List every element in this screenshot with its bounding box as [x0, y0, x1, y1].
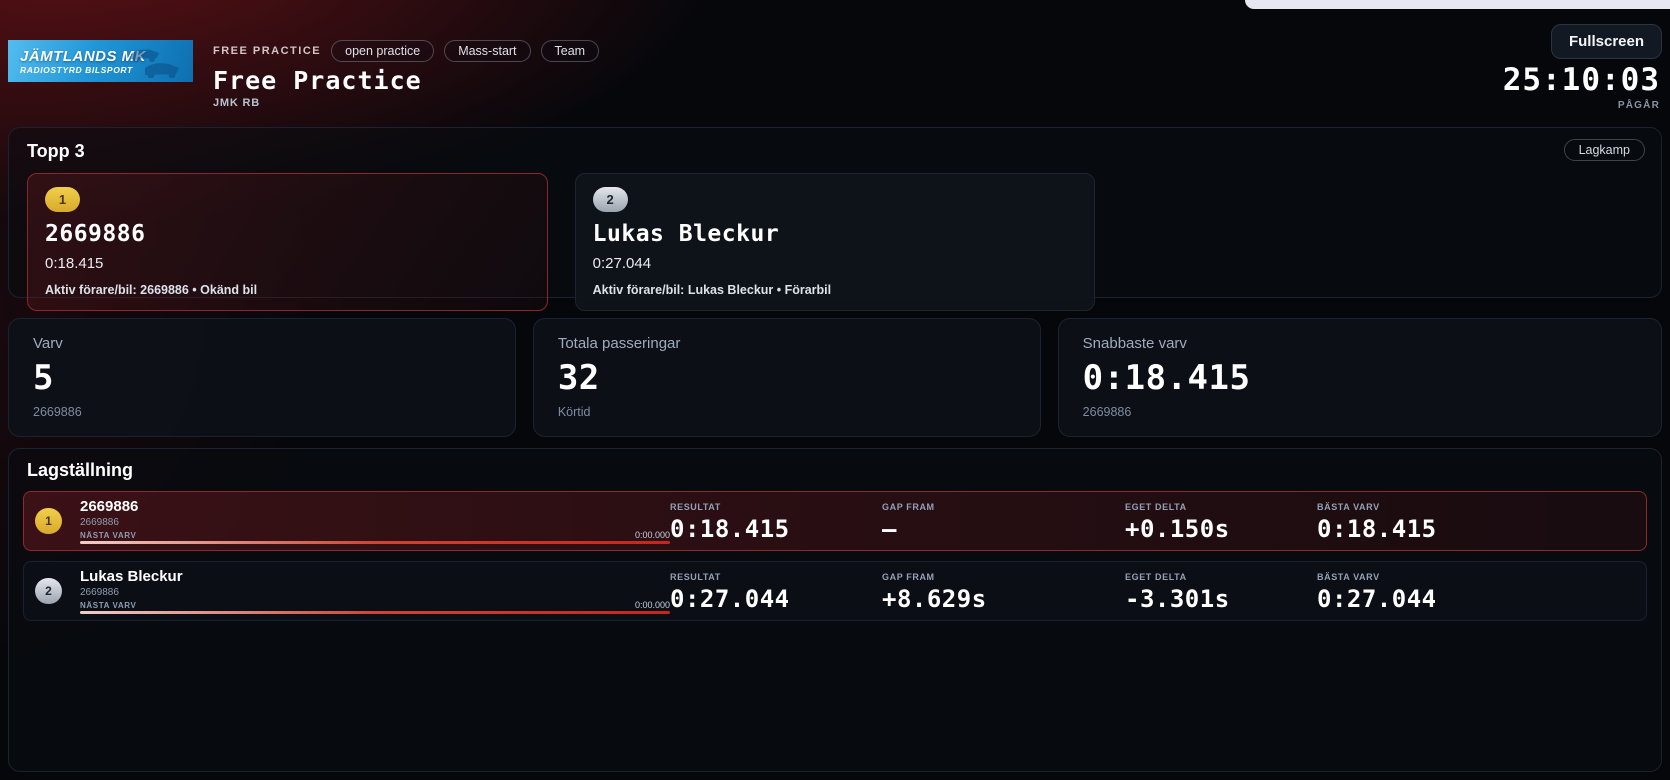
gap-value: +8.629s — [882, 585, 987, 613]
stat-value: 5 — [33, 358, 54, 398]
stat-label: Totala passeringar — [557, 335, 681, 352]
col-label-gap: GAP FRAM — [882, 572, 935, 582]
page-subtitle: JMK RB — [213, 97, 260, 109]
stat-label: Snabbaste varv — [1082, 335, 1187, 352]
team-name: 2669886 — [80, 498, 139, 515]
top3-heading: Topp 3 — [27, 141, 85, 161]
pill-open-practice[interactable]: open practice — [331, 40, 435, 62]
next-lap-progress-bar — [80, 541, 670, 544]
top3-card-empty — [1122, 173, 1643, 311]
standings-row-1[interactable]: 1 2669886 2669886 NÄSTA VARV 0:00.000 RE… — [23, 491, 1647, 551]
stat-sub: 2669886 — [33, 405, 82, 419]
best-value: 0:27.044 — [1317, 585, 1437, 613]
stat-card-laps: Varv 5 2669886 — [8, 318, 516, 437]
driver-name: 2669886 — [45, 221, 146, 247]
pill-mass-start[interactable]: Mass-start — [444, 40, 531, 62]
rank-badge-2: 2 — [35, 578, 62, 604]
next-lap-label: NÄSTA VARV — [80, 531, 137, 540]
header: JÄMTLANDS MK RADIOSTYRD BILSPORT FREE PR… — [0, 0, 1670, 120]
top3-card-2: 2 Lukas Bleckur 0:27.044 Aktiv förare/bi… — [574, 173, 1096, 311]
best-lap-time: 0:18.415 — [45, 255, 104, 272]
team-sub: 2669886 — [80, 587, 119, 598]
next-lap-label: NÄSTA VARV — [80, 601, 137, 610]
browser-overlay-bar — [1245, 0, 1670, 9]
result-value: 0:27.044 — [670, 585, 790, 613]
fullscreen-button[interactable]: Fullscreen — [1550, 24, 1662, 59]
next-lap-time: 0:00.000 — [634, 600, 670, 610]
next-lap-progress-bar — [80, 611, 670, 614]
stat-sub: Körtid — [557, 405, 591, 419]
session-type-label: FREE PRACTICE — [213, 45, 322, 57]
col-label-delta: EGET DELTA — [1125, 572, 1187, 582]
result-value: 0:18.415 — [670, 515, 790, 543]
stat-card-fastest-lap: Snabbaste varv 0:18.415 2669886 — [1057, 318, 1662, 437]
club-logo-line1: JÄMTLANDS MK — [20, 47, 146, 65]
active-driver-info: Aktiv förare/bil: 2669886 • Okänd bil — [45, 283, 258, 297]
best-value: 0:18.415 — [1317, 515, 1437, 543]
top3-panel: Topp 3 Lagkamp 1 2669886 0:18.415 Aktiv … — [8, 127, 1662, 311]
delta-value: +0.150s — [1125, 515, 1230, 543]
club-logo: JÄMTLANDS MK RADIOSTYRD BILSPORT — [8, 40, 193, 82]
standings-panel: Lagställning 1 2669886 2669886 NÄSTA VAR… — [8, 448, 1662, 772]
col-label-result: RESULTAT — [670, 572, 721, 582]
delta-value: -3.301s — [1125, 585, 1230, 613]
standings-heading: Lagställning — [27, 460, 134, 480]
page-title: Free Practice — [213, 66, 422, 95]
team-name: Lukas Bleckur — [80, 568, 183, 585]
session-block: FREE PRACTICE open practice Mass-start T… — [213, 40, 600, 109]
rank-badge-1: 1 — [45, 187, 80, 212]
team-sub: 2669886 — [80, 517, 119, 528]
best-lap-time: 0:27.044 — [592, 255, 652, 272]
rank-badge-1: 1 — [35, 508, 62, 534]
top3-card-1: 1 2669886 0:18.415 Aktiv förare/bil: 266… — [27, 173, 548, 311]
session-clock: 25:10:03 — [1502, 62, 1660, 98]
stat-card-passings: Totala passeringar 32 Körtid — [532, 318, 1041, 437]
driver-name: Lukas Bleckur — [592, 221, 780, 247]
rank-badge-2: 2 — [592, 187, 628, 212]
standings-row-2[interactable]: 2 Lukas Bleckur 2669886 NÄSTA VARV 0:00.… — [23, 561, 1647, 621]
stats-row: Varv 5 2669886 Totala passeringar 32 Kör… — [8, 318, 1662, 437]
stat-sub: 2669886 — [1082, 405, 1132, 419]
gap-value: – — [882, 515, 897, 543]
col-label-best: BÄSTA VARV — [1317, 502, 1380, 512]
col-label-delta: EGET DELTA — [1125, 502, 1187, 512]
col-label-gap: GAP FRAM — [882, 502, 935, 512]
club-logo-line2: RADIOSTYRD BILSPORT — [20, 64, 133, 75]
lagkamp-badge[interactable]: Lagkamp — [1563, 139, 1645, 161]
stat-label: Varv — [33, 335, 63, 352]
session-status: PÅGÅR — [1617, 100, 1660, 111]
pill-team[interactable]: Team — [540, 40, 600, 62]
col-label-best: BÄSTA VARV — [1317, 572, 1380, 582]
active-driver-info: Aktiv förare/bil: Lukas Bleckur • Förarb… — [592, 283, 832, 297]
stat-value: 32 — [557, 358, 600, 398]
stat-value: 0:18.415 — [1082, 358, 1251, 398]
rc-car-icon — [131, 49, 179, 78]
col-label-result: RESULTAT — [670, 502, 721, 512]
next-lap-time: 0:00.000 — [634, 530, 670, 540]
